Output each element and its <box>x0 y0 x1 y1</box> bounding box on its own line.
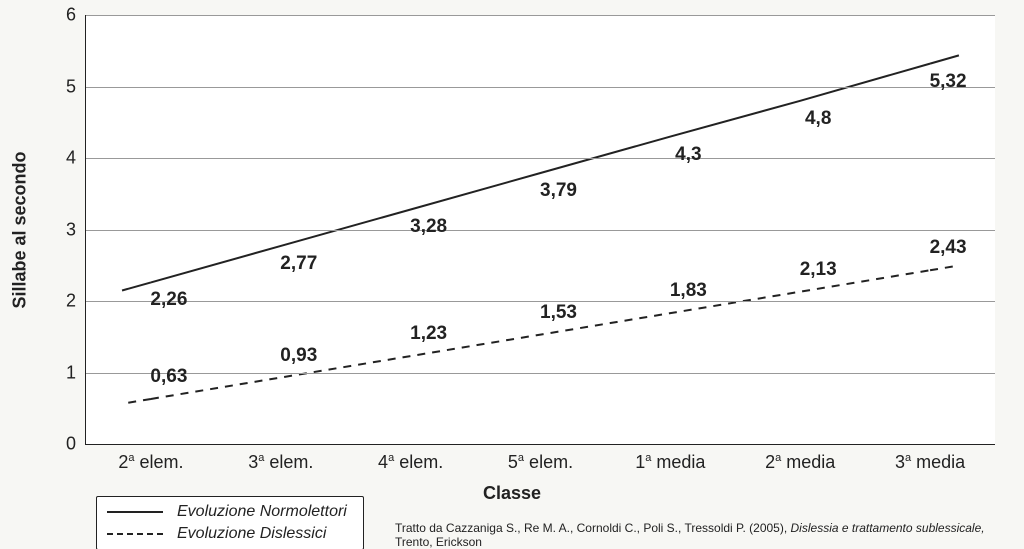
legend-swatch-solid <box>107 511 163 513</box>
y-tick-label: 4 <box>66 148 86 169</box>
x-tick-label: 2a media <box>765 444 835 473</box>
data-label: 4,3 <box>675 144 701 166</box>
data-label: 1,23 <box>410 323 447 345</box>
legend-swatch-dashed <box>107 533 163 535</box>
y-tick-label: 6 <box>66 5 86 26</box>
y-tick-label: 0 <box>66 434 86 455</box>
x-tick-label: 4a elem. <box>378 444 443 473</box>
citation-suffix: Trento, Erickson <box>395 535 482 549</box>
x-tick-label: 1a media <box>635 444 705 473</box>
y-tick-label: 3 <box>66 219 86 240</box>
legend: Evoluzione Normolettori Evoluzione Disle… <box>96 496 364 549</box>
y-tick-label: 2 <box>66 291 86 312</box>
data-label: 0,63 <box>150 366 187 388</box>
y-tick-label: 5 <box>66 76 86 97</box>
data-label: 3,79 <box>540 180 577 202</box>
plot-area: 01234562a elem.3a elem.4a elem.5a elem.1… <box>85 15 995 445</box>
data-label: 0,93 <box>280 345 317 367</box>
data-label: 2,43 <box>930 237 967 259</box>
y-tick-label: 1 <box>66 362 86 383</box>
grid-line <box>86 373 995 374</box>
series-dislessici-line <box>151 270 930 399</box>
data-label: 5,32 <box>930 71 967 93</box>
data-label: 2,77 <box>280 253 317 275</box>
legend-item-dislessici: Evoluzione Dislessici <box>107 523 347 545</box>
grid-line <box>86 87 995 88</box>
data-label: 2,26 <box>150 289 187 311</box>
citation: Tratto da Cazzaniga S., Re M. A., Cornol… <box>395 521 1024 549</box>
data-label: 1,53 <box>540 302 577 324</box>
legend-label: Evoluzione Normolettori <box>177 503 347 521</box>
citation-title: Dislessia e trattamento sublessicale, <box>791 521 985 535</box>
data-label: 4,8 <box>805 108 831 130</box>
x-tick-label: 3a media <box>895 444 965 473</box>
legend-label: Evoluzione Dislessici <box>177 525 326 543</box>
grid-line <box>86 158 995 159</box>
x-axis-title: Classe <box>483 483 541 504</box>
legend-item-normolettori: Evoluzione Normolettori <box>107 501 347 523</box>
x-tick-label: 2a elem. <box>118 444 183 473</box>
data-label: 3,28 <box>410 216 447 238</box>
grid-line <box>86 15 995 16</box>
citation-prefix: Tratto da Cazzaniga S., Re M. A., Cornol… <box>395 521 791 535</box>
chart-container: Sillabe al secondo Classe 01234562a elem… <box>0 0 1024 549</box>
data-label: 2,13 <box>800 259 837 281</box>
series-normolettori-line <box>151 64 930 283</box>
grid-line <box>86 230 995 231</box>
x-tick-label: 3a elem. <box>248 444 313 473</box>
x-tick-label: 5a elem. <box>508 444 573 473</box>
y-axis-title: Sillabe al secondo <box>10 151 31 308</box>
data-label: 1,83 <box>670 280 707 302</box>
